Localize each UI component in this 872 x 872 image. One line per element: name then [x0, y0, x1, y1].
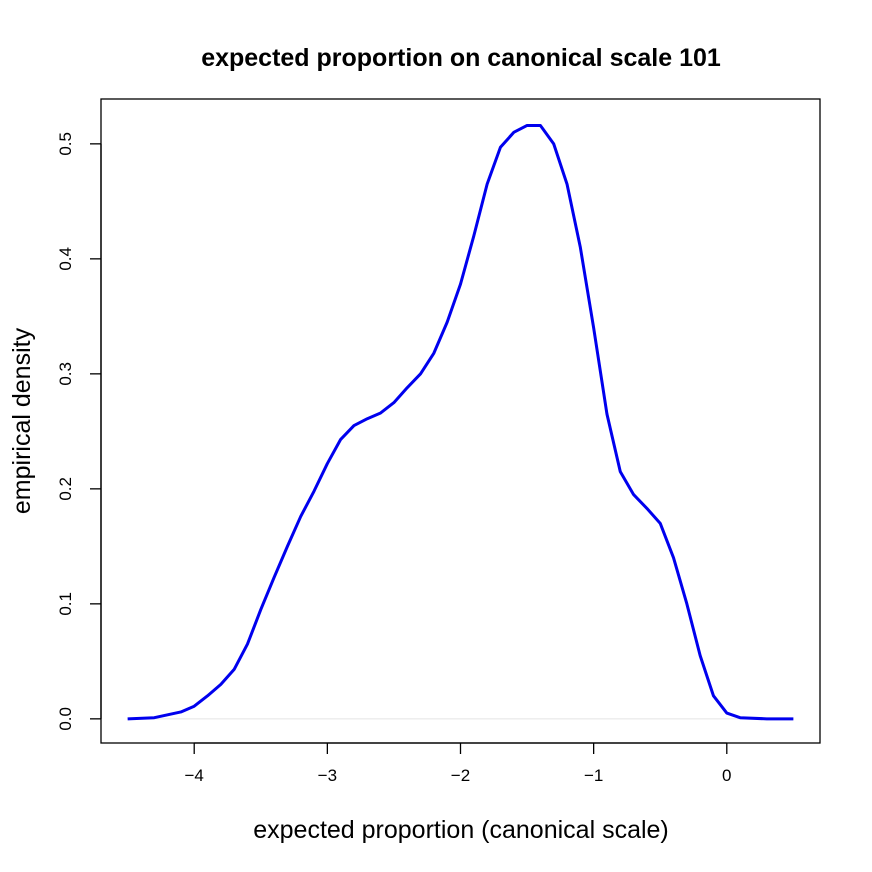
- y-tick-label: 0.3: [56, 362, 75, 386]
- x-axis-label: expected proportion (canonical scale): [253, 816, 669, 844]
- density-line: [127, 123, 794, 721]
- y-tick-label: 0.2: [56, 477, 75, 501]
- y-axis-label: empirical density: [8, 327, 36, 514]
- x-tick-label: −4: [185, 766, 204, 785]
- x-tick-label: −1: [584, 766, 603, 785]
- plot-frame: [100, 98, 821, 744]
- y-tick-label: 0.5: [56, 132, 75, 156]
- x-tick-label: −2: [451, 766, 470, 785]
- chart-title: expected proportion on canonical scale 1…: [201, 44, 721, 72]
- x-tick-label: −3: [318, 766, 337, 785]
- y-tick-label: 0.0: [56, 707, 75, 731]
- y-tick-label: 0.1: [56, 592, 75, 616]
- y-tick-label: 0.4: [56, 247, 75, 271]
- x-tick-label: 0: [722, 766, 731, 785]
